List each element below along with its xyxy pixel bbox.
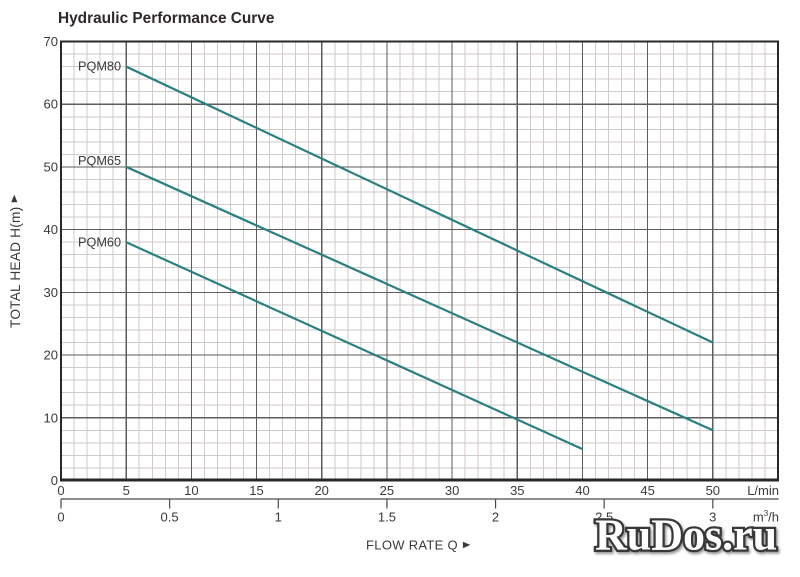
svg-text:2.5: 2.5 xyxy=(595,510,613,525)
svg-text:50: 50 xyxy=(44,159,58,174)
svg-text:15: 15 xyxy=(249,483,263,498)
svg-text:0.5: 0.5 xyxy=(161,510,179,525)
svg-text:20: 20 xyxy=(314,483,328,498)
svg-text:30: 30 xyxy=(44,285,58,300)
svg-text:40: 40 xyxy=(44,222,58,237)
svg-text:0: 0 xyxy=(57,483,64,498)
svg-text:2: 2 xyxy=(492,510,499,525)
svg-text:FLOW RATE Q: FLOW RATE Q xyxy=(366,538,458,553)
svg-text:50: 50 xyxy=(706,483,720,498)
svg-text:TOTAL HEAD H(m): TOTAL HEAD H(m) xyxy=(8,207,23,328)
svg-text:25: 25 xyxy=(380,483,394,498)
svg-text:5: 5 xyxy=(123,483,130,498)
svg-text:45: 45 xyxy=(640,483,654,498)
svg-text:L/min: L/min xyxy=(747,483,779,498)
svg-text:Hydraulic Performance Curve: Hydraulic Performance Curve xyxy=(58,10,275,27)
svg-text:10: 10 xyxy=(184,483,198,498)
svg-text:PQM65: PQM65 xyxy=(78,154,121,168)
svg-text:PQM80: PQM80 xyxy=(78,60,121,74)
svg-text:PQM60: PQM60 xyxy=(78,236,121,250)
svg-text:1: 1 xyxy=(275,510,282,525)
svg-text:m3/h: m3/h xyxy=(753,509,779,525)
svg-text:RuDos.ru: RuDos.ru xyxy=(595,511,777,560)
svg-text:10: 10 xyxy=(44,410,58,425)
svg-text:1.5: 1.5 xyxy=(378,510,396,525)
svg-text:3: 3 xyxy=(709,510,716,525)
svg-text:60: 60 xyxy=(44,97,58,112)
svg-text:35: 35 xyxy=(510,483,524,498)
svg-text:0: 0 xyxy=(51,473,58,488)
svg-text:0: 0 xyxy=(57,510,64,525)
svg-text:40: 40 xyxy=(575,483,589,498)
svg-text:30: 30 xyxy=(445,483,459,498)
svg-text:70: 70 xyxy=(44,34,58,49)
svg-text:20: 20 xyxy=(44,348,58,363)
